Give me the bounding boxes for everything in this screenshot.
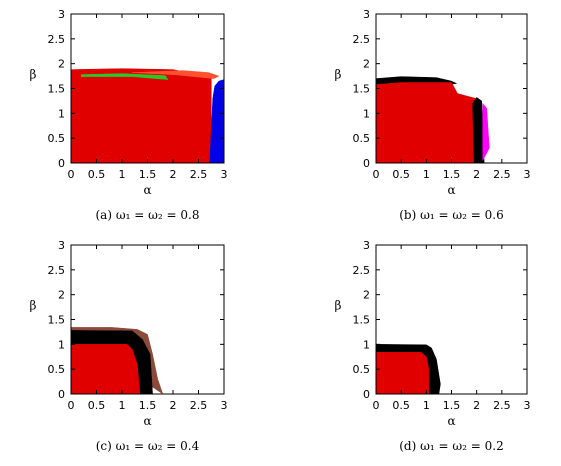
y-tick-label: 1: [363, 107, 370, 120]
y-axis-label: β: [335, 299, 342, 313]
y-tick-label: 2: [58, 58, 65, 71]
x-tick-label: 2.5: [493, 168, 511, 181]
region-b-3: [482, 102, 490, 161]
panel-caption: (c) ω₁ = ω₂ = 0.4: [96, 439, 200, 453]
x-tick-label: 0.5: [392, 399, 410, 412]
x-tick-label: 1.5: [139, 168, 157, 181]
x-tick-label: 2.5: [493, 399, 511, 412]
x-tick-label: 0: [373, 399, 380, 412]
x-tick-label: 2.5: [190, 168, 208, 181]
x-tick-label: 0: [373, 168, 380, 181]
x-tick-label: 3: [221, 399, 228, 412]
panel-b: 0 0.5 1 1.5 2 2.5 3 0 0.5 1 1.5 2 2.5 3 α β (b) ω₁ = ω₂ …: [335, 8, 531, 222]
y-tick-label: 0: [363, 157, 370, 170]
y-tick-label: 1.5: [353, 83, 371, 96]
x-axis-label: α: [143, 414, 151, 428]
region-a-1: [132, 70, 220, 79]
y-tick-label: 1: [58, 107, 65, 120]
panel-caption: (a) ω₁ = ω₂ = 0.8: [96, 208, 200, 222]
x-tick-label: 1: [423, 168, 430, 181]
x-tick-label: 1: [119, 399, 126, 412]
panel-a: 0 0.5 1 1.5 2 2.5 3 0 0.5 1 1.5 2 2.5 3 α β (a) ω₁ = ω₂ …: [30, 8, 228, 222]
y-tick-label: 0: [363, 388, 370, 401]
panel-caption: (b) ω₁ = ω₂ = 0.6: [399, 208, 504, 222]
x-tick-label: 0: [68, 168, 75, 181]
x-axis-label: α: [447, 414, 455, 428]
region-b-1: [375, 82, 476, 164]
y-axis-label: β: [335, 68, 342, 82]
x-tick-label: 1: [119, 168, 126, 181]
x-tick-label: 3: [524, 168, 531, 181]
x-tick-label: 0.5: [88, 168, 106, 181]
panel-c: 0 0.5 1 1.5 2 2.5 3 0 0.5 1 1.5 2 2.5 3 α β (c) ω₁ = ω₂ …: [30, 239, 228, 453]
x-tick-label: 1.5: [443, 168, 461, 181]
y-tick-label: 2: [58, 289, 65, 302]
y-tick-label: 3: [363, 8, 370, 21]
x-axis-label: α: [143, 183, 151, 197]
x-tick-label: 2: [473, 168, 480, 181]
x-tick-label: 0.5: [88, 399, 106, 412]
y-tick-label: 0.5: [48, 132, 66, 145]
y-tick-label: 1: [58, 338, 65, 351]
y-axis-label: β: [30, 299, 37, 313]
x-tick-label: 2: [170, 399, 177, 412]
y-axis-label: β: [30, 68, 37, 82]
y-tick-label: 1.5: [48, 83, 66, 96]
y-tick-label: 0: [58, 157, 65, 170]
region-a-3: [209, 79, 225, 164]
panel-d: 0 0.5 1 1.5 2 2.5 3 0 0.5 1 1.5 2 2.5 3 α β (d) ω₁ = ω₂ …: [335, 239, 531, 453]
x-tick-label: 1.5: [443, 399, 461, 412]
x-tick-label: 3: [221, 168, 228, 181]
panel-caption: (d) ω₁ = ω₂ = 0.2: [399, 439, 504, 453]
y-tick-label: 3: [58, 8, 65, 21]
region-a-0: [70, 68, 212, 164]
region-a-2: [80, 73, 169, 80]
y-tick-label: 0.5: [353, 363, 371, 376]
y-tick-label: 0.5: [353, 132, 371, 145]
y-tick-label: 3: [58, 239, 65, 252]
region-c-2: [70, 344, 141, 395]
x-tick-label: 1.5: [139, 399, 157, 412]
x-tick-label: 3: [524, 399, 531, 412]
y-tick-label: 2: [363, 58, 370, 71]
x-tick-label: 0.5: [392, 168, 410, 181]
y-tick-label: 1: [363, 338, 370, 351]
x-axis-label: α: [447, 183, 455, 197]
region-d-1: [375, 352, 430, 395]
y-tick-label: 0.5: [48, 363, 66, 376]
x-tick-label: 2: [170, 168, 177, 181]
y-tick-label: 2: [363, 289, 370, 302]
y-tick-label: 1.5: [48, 314, 66, 327]
y-tick-label: 2.5: [48, 264, 66, 277]
y-tick-label: 2.5: [353, 33, 371, 46]
y-tick-label: 2.5: [353, 264, 371, 277]
y-tick-label: 0: [58, 388, 65, 401]
y-tick-label: 1.5: [353, 314, 371, 327]
y-tick-label: 2.5: [48, 33, 66, 46]
x-tick-label: 1: [423, 399, 430, 412]
x-tick-label: 2.5: [190, 399, 208, 412]
x-tick-label: 2: [473, 399, 480, 412]
x-tick-label: 0: [68, 399, 75, 412]
y-tick-label: 3: [363, 239, 370, 252]
